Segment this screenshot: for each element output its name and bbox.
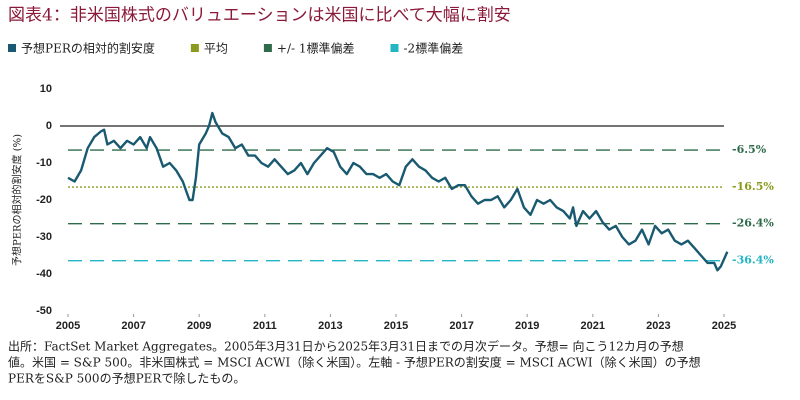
y-tick-label: -50 xyxy=(36,305,52,317)
x-tick-label: 2007 xyxy=(121,320,145,332)
footnote: 値。米国 = S&P 500。非米国株式 = MSCI ACWI（除く米国）。左… xyxy=(8,355,701,370)
reference-label: -16.5% xyxy=(732,180,774,193)
reference-label: -36.4% xyxy=(732,254,774,267)
chart-title: 図表4：非米国株式のバリュエーションは米国に比べて大幅に割安 xyxy=(8,6,511,26)
x-tick-label: 2009 xyxy=(187,320,211,332)
y-tick-label: 10 xyxy=(40,83,52,95)
data-line xyxy=(67,111,729,272)
legend-label: 平均 xyxy=(204,42,228,56)
y-tick-label: 0 xyxy=(46,120,52,132)
x-tick-label: 2017 xyxy=(449,320,473,332)
x-tick-label: 2013 xyxy=(318,320,342,332)
x-tick-label: 2019 xyxy=(515,320,539,332)
legend-swatch xyxy=(263,44,272,52)
x-tick-label: 2025 xyxy=(712,320,736,332)
x-tick-label: 2011 xyxy=(253,320,277,332)
y-tick-label: -10 xyxy=(36,157,52,169)
y-tick-label: -20 xyxy=(36,194,52,206)
x-tick-label: 2021 xyxy=(581,320,605,332)
x-tick-label: 2015 xyxy=(384,320,408,332)
x-tick-label: 2005 xyxy=(56,320,80,332)
legend-swatch xyxy=(8,44,16,52)
reference-label: -26.4% xyxy=(732,217,774,230)
footnote: 出所：FactSet Market Aggregates。2005年3月31日か… xyxy=(8,339,684,354)
legend-label: 予想PERの相対的割安度 xyxy=(21,41,155,56)
x-tick-label: 2023 xyxy=(646,320,670,332)
y-axis-label: 予想PERの相対的割安度 (%) xyxy=(11,134,24,266)
legend-label: +/- 1標準偏差 xyxy=(277,41,355,56)
legend-swatch xyxy=(390,44,399,52)
y-tick-label: -30 xyxy=(36,231,52,243)
reference-label: -6.5% xyxy=(732,143,767,156)
legend-swatch xyxy=(190,44,199,52)
footnote: PERをS&P 500の予想PERで除したもの。 xyxy=(8,371,245,386)
y-tick-label: -40 xyxy=(36,268,52,280)
legend-label: -2標準偏差 xyxy=(404,41,464,56)
